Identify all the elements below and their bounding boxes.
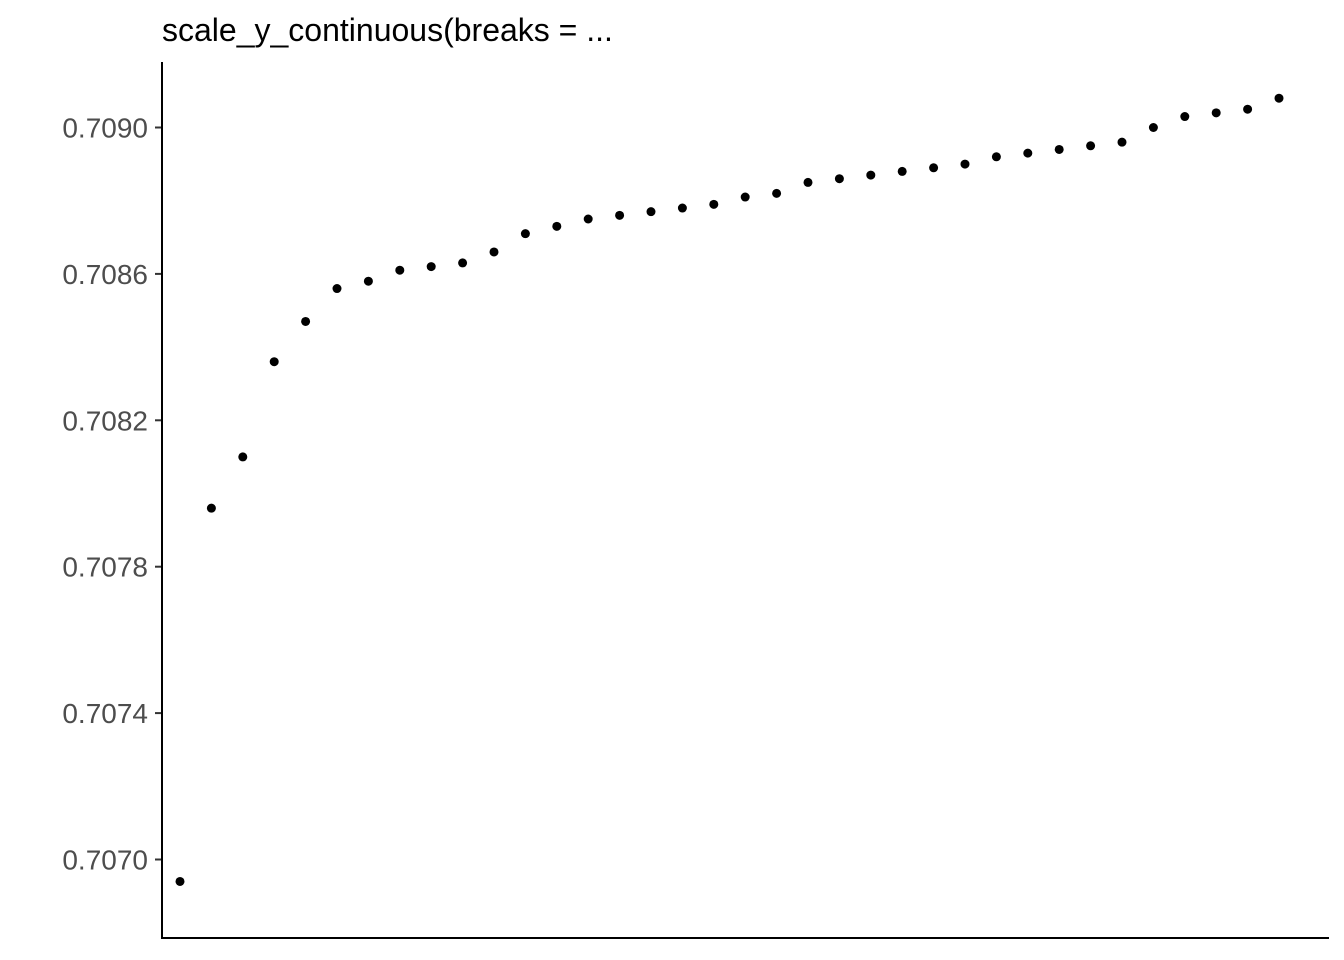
data-point [772,188,782,198]
data-point [929,163,939,173]
data-point [175,876,185,886]
data-point [615,210,625,220]
y-tick-label: 0.7086 [62,259,148,290]
data-point [426,262,436,272]
data-point [740,192,750,202]
data-point [269,357,279,367]
data-point [552,221,562,231]
data-point [1054,144,1064,154]
y-tick-label: 0.7074 [62,698,148,729]
data-point [520,229,530,239]
y-tick-label: 0.7078 [62,552,148,583]
data-point [332,284,342,294]
data-point [897,166,907,176]
data-point [489,247,499,257]
data-point [1117,137,1127,147]
data-point [1086,141,1096,151]
y-tick-label: 0.7090 [62,113,148,144]
data-point [991,152,1001,162]
y-tick-label: 0.7082 [62,405,148,436]
data-point [458,258,468,268]
data-point [301,316,311,326]
data-point [646,207,656,217]
data-point [1274,93,1284,103]
data-point [206,503,216,513]
data-point [960,159,970,169]
chart-title: scale_y_continuous(breaks = ... [162,12,613,48]
data-point [238,452,248,462]
data-point [583,214,593,224]
data-point [677,203,687,213]
data-point [395,265,405,275]
data-point [834,174,844,184]
data-point [1211,108,1221,118]
data-point [803,177,813,187]
data-point [1180,112,1190,122]
y-tick-label: 0.7070 [62,845,148,876]
data-point [363,276,373,286]
data-point [866,170,876,180]
data-point [709,199,719,209]
data-point [1243,104,1253,114]
data-points [175,93,1284,886]
data-point [1023,148,1033,158]
y-axis-ticks: 0.7070 0.7074 0.7078 0.7082 0.7086 0.7090 [62,113,162,876]
data-point [1148,123,1158,132]
